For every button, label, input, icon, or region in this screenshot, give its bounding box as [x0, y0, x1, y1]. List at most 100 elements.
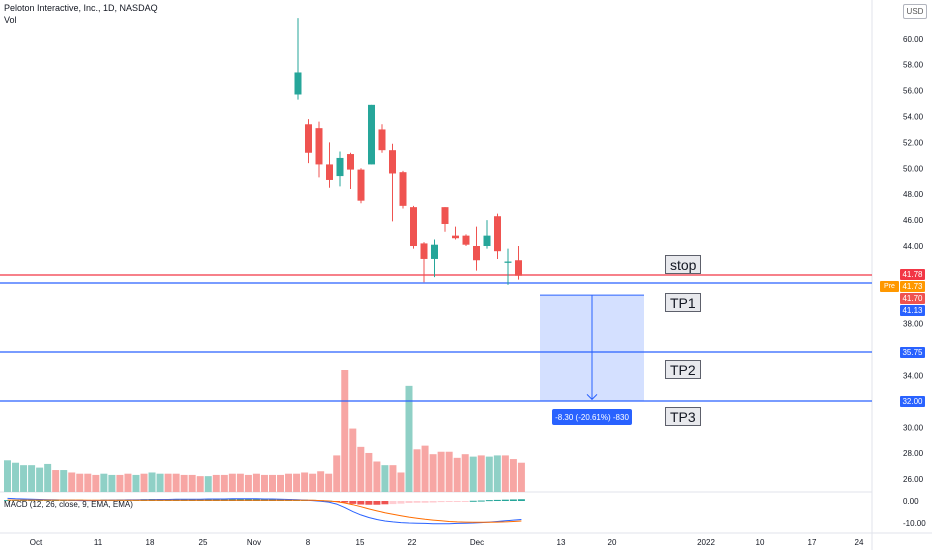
- volume-bar: [244, 474, 252, 492]
- volume-bar: [236, 473, 244, 492]
- volume-bar: [36, 467, 44, 492]
- macd-histogram-bar: [381, 501, 389, 505]
- volume-bar: [421, 445, 429, 492]
- macd-tick-label: -10.00: [903, 519, 926, 528]
- last-price-tag: 41.70: [900, 293, 925, 304]
- macd-histogram-bar: [469, 500, 477, 502]
- volume-bar: [212, 474, 220, 492]
- volume-bar: [28, 465, 36, 492]
- volume-bar: [373, 461, 381, 492]
- currency-badge[interactable]: USD: [903, 4, 927, 19]
- time-tick-label: 18: [146, 538, 155, 547]
- tp1-annotation[interactable]: TP1: [665, 293, 701, 312]
- volume-bar: [44, 463, 52, 492]
- volume-bar: [108, 474, 116, 492]
- candle-body: [504, 261, 512, 263]
- candle-body: [368, 104, 375, 165]
- volume-bar: [397, 472, 405, 492]
- candle-body: [357, 169, 365, 201]
- macd-histogram-bar: [341, 501, 349, 503]
- candle-body: [483, 235, 491, 246]
- volume-bar: [60, 470, 68, 492]
- time-tick-label: 17: [808, 538, 817, 547]
- macd-histogram-bar: [357, 501, 365, 505]
- volume-bar: [188, 474, 196, 492]
- entry-price-tag: 41.13: [900, 305, 925, 316]
- volume-bar: [493, 455, 501, 492]
- tp3-price-tag: 32.00: [900, 396, 925, 407]
- tp3-annotation[interactable]: TP3: [665, 407, 701, 426]
- volume-bar: [341, 370, 349, 492]
- macd-histogram-bar: [373, 501, 381, 505]
- candle-body: [473, 246, 480, 261]
- volume-bar: [140, 473, 148, 492]
- volume-bar: [156, 473, 164, 492]
- volume-bar: [325, 473, 333, 492]
- volume-bar: [349, 428, 357, 492]
- macd-histogram-bar: [389, 501, 397, 505]
- volume-bar: [76, 473, 84, 492]
- time-tick-label: 2022: [697, 538, 715, 547]
- time-tick-label: 20: [608, 538, 617, 547]
- volume-bar: [252, 473, 260, 492]
- price-tick-label: 30.00: [903, 423, 924, 432]
- macd-tick-label: 0.00: [903, 497, 919, 506]
- candle-body: [389, 150, 396, 174]
- candle-body: [378, 129, 386, 151]
- macd-histogram-bar: [501, 499, 509, 501]
- tp2-annotation[interactable]: TP2: [665, 360, 701, 379]
- volume-bar: [309, 473, 317, 492]
- price-tick-label: 44.00: [903, 242, 924, 251]
- volume-bar: [405, 385, 413, 492]
- volume-bar: [429, 454, 437, 492]
- macd-histogram-bar: [461, 501, 469, 502]
- volume-bar: [461, 454, 469, 492]
- candle-body: [305, 124, 312, 153]
- volume-bar: [20, 465, 28, 492]
- candle-body: [441, 207, 449, 224]
- volume-bar: [333, 455, 341, 492]
- price-tick-label: 48.00: [903, 190, 924, 199]
- volume-bar: [293, 473, 301, 492]
- pre-market-price-tag: 41.73: [900, 281, 925, 292]
- candle-body: [452, 235, 459, 239]
- macd-histogram-bar: [365, 501, 373, 505]
- volume-bar: [4, 460, 11, 492]
- volume-bar: [268, 474, 276, 492]
- volume-bar: [357, 446, 365, 492]
- time-tick-label: 22: [408, 538, 417, 547]
- candle-body: [515, 260, 522, 276]
- candle-body: [431, 244, 438, 259]
- macd-histogram-bar: [509, 499, 517, 501]
- candle-body: [462, 235, 470, 245]
- volume-bar: [92, 474, 100, 492]
- signal-line: [7, 499, 522, 523]
- time-tick-label: Oct: [30, 538, 43, 547]
- volume-bar: [445, 451, 453, 492]
- macd-histogram-bar: [421, 501, 429, 503]
- time-tick-label: Nov: [247, 538, 261, 547]
- candle-body: [326, 164, 333, 180]
- volume-bar: [172, 473, 180, 492]
- macd-histogram-bar: [413, 501, 421, 503]
- volume-bar: [132, 474, 140, 492]
- volume-bar: [148, 472, 156, 492]
- time-tick-label: 15: [356, 538, 365, 547]
- candle-body: [420, 243, 428, 259]
- volume-bar: [100, 473, 108, 492]
- price-tick-label: 28.00: [903, 449, 924, 458]
- candle-body: [336, 157, 344, 177]
- volume-bar: [317, 471, 325, 492]
- macd-histogram-bar: [437, 501, 445, 503]
- price-tick-label: 50.00: [903, 164, 924, 173]
- volume-bar: [485, 456, 493, 492]
- volume-bar: [52, 470, 60, 492]
- candle-body: [494, 216, 501, 252]
- candle-body: [410, 207, 417, 246]
- macd-label: MACD (12, 26, close, 9, EMA, EMA): [4, 500, 133, 509]
- volume-bar: [453, 457, 461, 492]
- volume-bar: [277, 474, 285, 492]
- time-tick-label: 13: [557, 538, 566, 547]
- stop-annotation[interactable]: stop: [665, 255, 702, 274]
